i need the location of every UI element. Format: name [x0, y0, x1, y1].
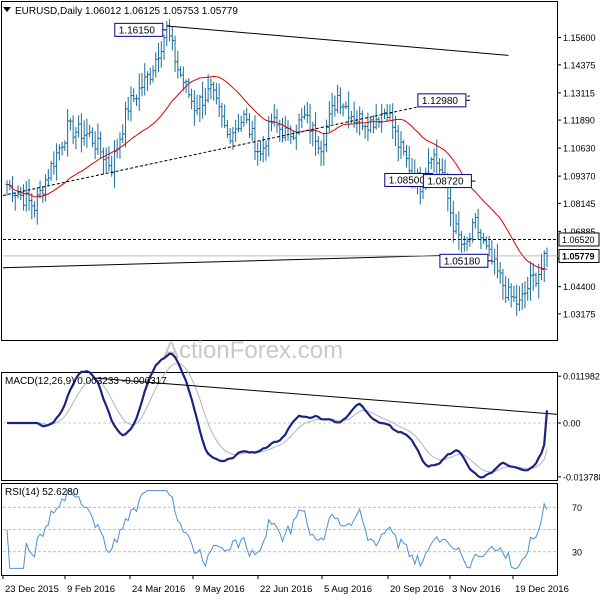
rsi-panel-frame [1, 483, 558, 576]
rsi-layer [3, 490, 558, 569]
dropdown-triangle-icon [3, 7, 11, 12]
x-axis-label: 20 Sep 2016 [390, 584, 444, 595]
price-tag-box [558, 232, 600, 247]
macd-axis-label: -0.013788 [563, 472, 600, 482]
symbol-header: EURUSD,Daily 1.06012 1.06125 1.05753 1.0… [3, 6, 238, 17]
x-axis-label: 9 May 2016 [195, 584, 245, 595]
x-axis-label: 23 Dec 2015 [5, 584, 59, 595]
x-axis-label: 19 Dec 2016 [515, 584, 569, 595]
macd-line [7, 352, 549, 479]
macd-label: MACD(12,26,9) 0.003233 -0.006317 [5, 376, 167, 387]
level-annotation: 1.16150 [114, 22, 167, 37]
macd-axis-label: 0.00 [563, 418, 581, 428]
price-axis-label: 1.08145 [563, 199, 596, 209]
macd-trendline [95, 377, 559, 415]
level-annotation-label: 1.08720 [427, 177, 464, 188]
rsi-line [6, 490, 548, 569]
level-annotation: 1.12980 [417, 93, 470, 108]
price-axis-label: 1.15600 [563, 33, 596, 43]
level-annotation: 1.08720 [422, 174, 476, 189]
price-tag-label: 1.06520 [562, 235, 595, 245]
level-annotation-label: 1.12980 [422, 96, 459, 107]
level-annotation-label: 1.08500 [389, 175, 426, 186]
macd-layer [3, 352, 559, 479]
price-panel-frame [1, 1, 558, 341]
level-annotation-label: 1.05180 [444, 256, 481, 267]
x-axis-label: 22 Jun 2016 [260, 584, 312, 595]
price-axis-label: 1.14375 [563, 60, 596, 70]
lower-trendline [2, 253, 481, 269]
symbol-line: EURUSD,Daily 1.06012 1.06125 1.05753 1.0… [15, 6, 238, 17]
level-annotation: 1.05180 [439, 253, 492, 268]
price-axis-label: 1.03175 [563, 309, 596, 319]
price-tag-box [558, 248, 600, 263]
moving-average-line [6, 75, 548, 270]
x-axis-label: 9 Feb 2016 [67, 584, 115, 595]
price-tag-label: 1.05779 [562, 251, 595, 261]
x-axis-label: 24 Mar 2016 [132, 584, 185, 595]
price-axis-label: 1.11890 [563, 116, 595, 126]
upper-trendline [166, 25, 509, 56]
watermark: ActionForex.com [163, 337, 343, 364]
macd-panel-frame [1, 372, 558, 481]
dashed-channel-line [2, 95, 470, 196]
rsi-axis-label: 70 [572, 503, 582, 513]
x-axis-label: 3 Nov 2016 [452, 584, 501, 595]
price-axis-label: 1.04400 [563, 282, 596, 292]
x-axis-label: 5 Aug 2016 [324, 584, 372, 595]
level-annotation-label: 1.16150 [119, 25, 156, 36]
rsi-axis-label: 30 [572, 547, 582, 557]
rsi-label: RSI(14) 52.6280 [5, 487, 79, 498]
price-axis-label: 1.09370 [563, 172, 596, 182]
axis-layer: 1.15600 1.14375 1.13115 1.11890 1.10630 1.093… [2, 33, 600, 595]
price-axis-label: 1.10630 [563, 144, 596, 154]
macd-axis-label: 0.011982 [563, 372, 600, 382]
price-axis-label: 1.06885 [563, 227, 596, 237]
price-axis-label: 1.13115 [563, 88, 595, 98]
price-layer: 1.16150 1.12980 1.08500 1.08720 1.05180 [2, 19, 558, 316]
